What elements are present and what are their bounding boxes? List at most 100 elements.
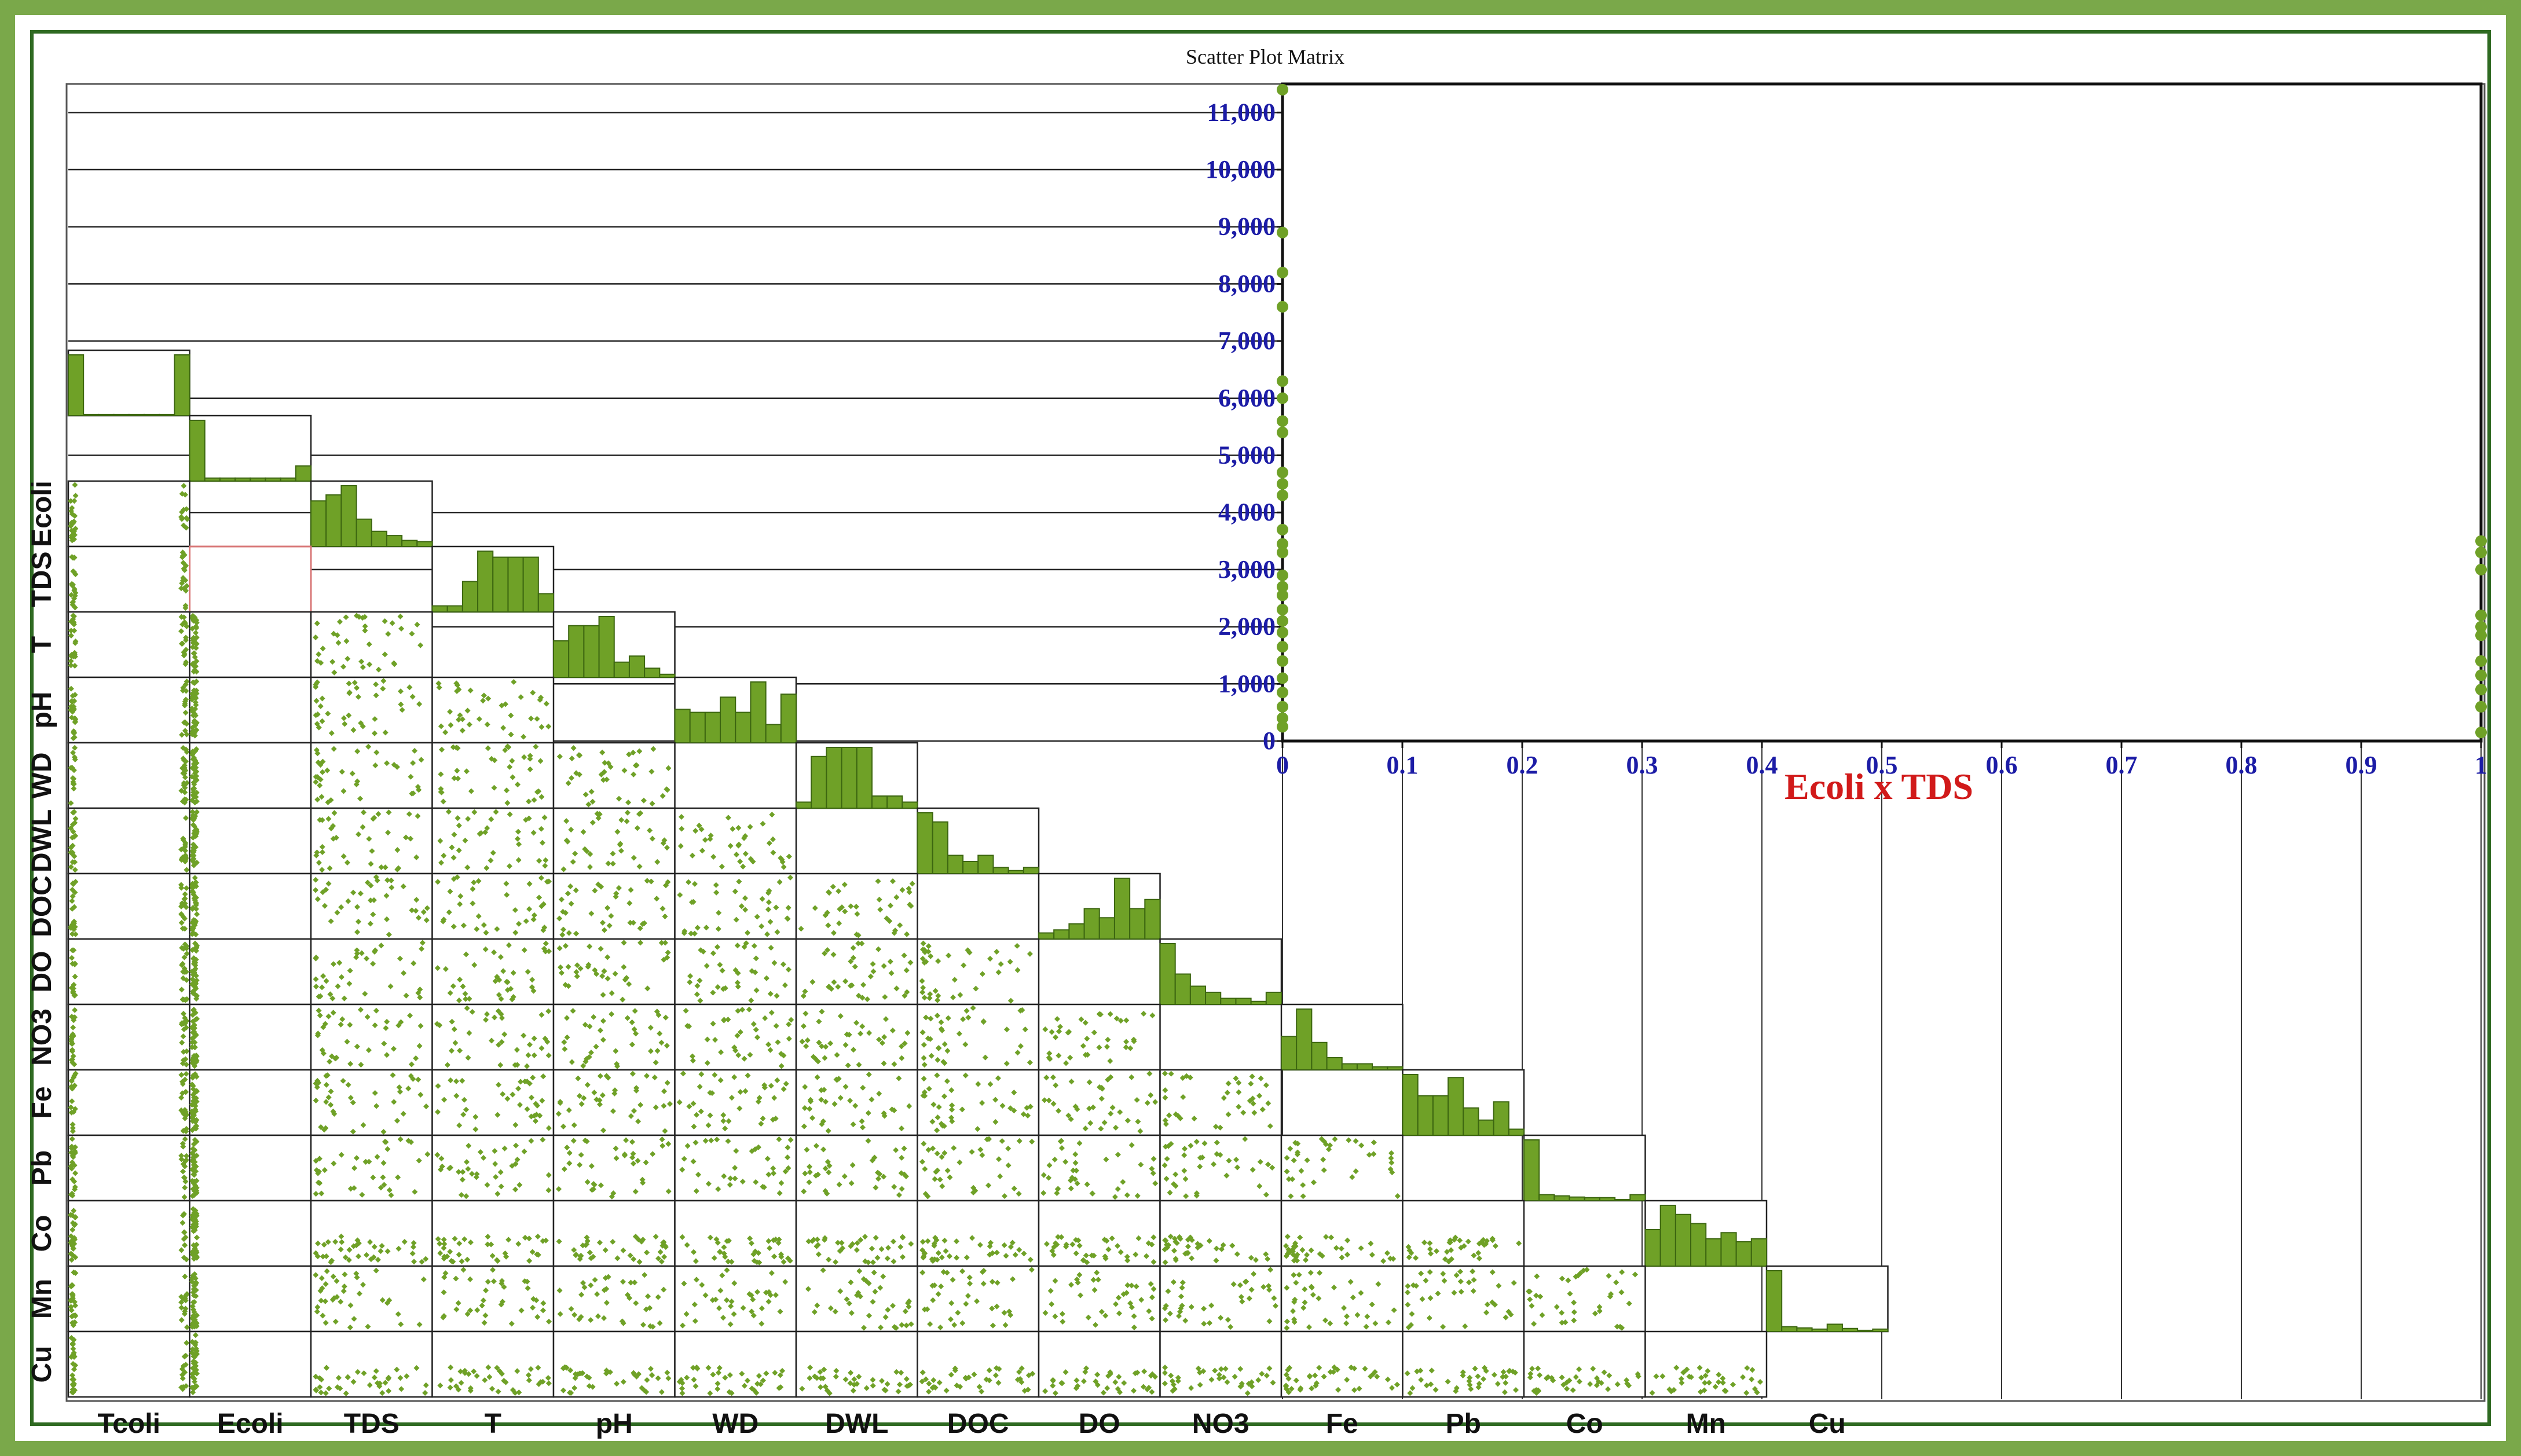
scatter-cell-tcoli-mn	[67, 1265, 190, 1333]
scatter-point	[867, 973, 874, 980]
scatter-point	[1266, 1286, 1273, 1293]
scatter-point	[691, 1301, 698, 1308]
scatter-point	[1476, 1241, 1482, 1247]
scatter-point	[396, 1084, 402, 1091]
scatter-point	[321, 1167, 328, 1173]
scatter-point	[455, 745, 461, 751]
scatter-point	[1149, 1389, 1155, 1395]
scatter-point	[408, 835, 414, 842]
scatter-point	[367, 920, 373, 927]
scatter-point	[529, 977, 536, 983]
scatter-point	[658, 1389, 665, 1395]
scatter-point	[1391, 1307, 1397, 1314]
scatter-cell-co-mn	[1523, 1265, 1646, 1333]
scatter-point	[1056, 1028, 1062, 1035]
scatter-point	[454, 688, 460, 694]
scatter-point	[718, 1049, 724, 1055]
scatter-point	[873, 1234, 879, 1241]
scatter-point	[775, 1240, 782, 1246]
scatter-point	[328, 918, 334, 925]
scatter-point	[68, 1307, 75, 1314]
scatter-cell-wd-mn	[674, 1265, 797, 1333]
scatter-point	[696, 823, 702, 829]
scatter-point	[417, 1023, 424, 1029]
scatter-point	[987, 1252, 993, 1258]
scatter-point	[679, 826, 685, 832]
scatter-point	[1584, 1267, 1590, 1273]
scatter-point	[771, 1253, 778, 1260]
scatter-point	[184, 977, 190, 983]
scatter-point	[72, 571, 79, 577]
scatter-point	[545, 1125, 552, 1131]
scatter-point	[815, 1058, 821, 1065]
scatter-point	[1427, 1240, 1433, 1246]
scatter-point	[1368, 1373, 1374, 1380]
scatter-point	[436, 684, 442, 691]
scatter-point	[453, 1092, 460, 1099]
scatter-point	[1137, 1128, 1144, 1134]
scatter-point	[1249, 1383, 1255, 1389]
scatter-point	[190, 821, 196, 828]
scatter-point	[820, 1118, 826, 1124]
scatter-point	[1302, 1299, 1308, 1305]
scatter-point	[182, 1305, 189, 1312]
scatter-point	[807, 1375, 813, 1381]
scatter-point	[1740, 1374, 1746, 1380]
scatter-point	[420, 909, 427, 915]
scatter-point	[1161, 1246, 1168, 1253]
scatter-point	[882, 1314, 889, 1321]
scatter-point	[180, 1048, 186, 1055]
scatter-point	[494, 1191, 501, 1197]
scatter-cell-tcoli-dwl	[67, 807, 190, 875]
scatter-point	[577, 966, 584, 972]
scatter-point	[1302, 1286, 1308, 1292]
scatter-point	[72, 1106, 78, 1112]
scatter-point	[415, 813, 421, 819]
scatter-point	[455, 1387, 461, 1393]
scatter-point	[437, 1241, 443, 1247]
scatter-point	[800, 993, 807, 999]
scatter-point	[527, 755, 533, 762]
scatter-point	[317, 782, 323, 788]
scatter-point	[783, 1081, 789, 1087]
scatter-point	[400, 883, 406, 890]
scatter-point	[319, 843, 325, 850]
scatter-point	[510, 1387, 516, 1393]
scatter-point	[939, 1027, 946, 1033]
scatter-point	[378, 864, 384, 870]
scatter-point	[1102, 1312, 1109, 1319]
scatter-point	[801, 1123, 807, 1129]
scatter-point	[494, 1257, 501, 1264]
scatter-point	[346, 1257, 352, 1263]
scatter-point	[182, 1020, 188, 1026]
scatter-point	[763, 1370, 770, 1377]
scatter-point	[452, 1040, 459, 1046]
scatter-point	[830, 883, 836, 890]
scatter-point	[1201, 1321, 1207, 1327]
scatter-point	[193, 790, 200, 796]
scatter-point	[822, 950, 828, 956]
scatter-point	[1146, 1384, 1152, 1391]
scatter-point	[632, 762, 639, 769]
scatter-point	[183, 563, 189, 569]
scatter-cell-dwl-co	[795, 1200, 918, 1267]
scatter-cell-dwl-cu	[795, 1330, 918, 1398]
scatter-point	[930, 1384, 937, 1390]
scatter-point	[313, 876, 319, 883]
scatter-point	[883, 1016, 889, 1022]
scatter-point	[414, 621, 420, 628]
scatter-point	[397, 1088, 403, 1095]
histogram-bar	[83, 413, 100, 417]
scatter-point	[530, 988, 537, 994]
scatter-point	[178, 1072, 185, 1078]
scatter-point	[539, 839, 545, 846]
scatter-point	[1227, 1324, 1234, 1330]
scatter-point	[494, 926, 500, 932]
scatter-point	[1564, 1385, 1570, 1392]
overlay-point	[1277, 712, 1288, 724]
scatter-point	[556, 915, 563, 922]
scatter-point	[1194, 1241, 1201, 1247]
scatter-cell-no3-mn	[1159, 1265, 1283, 1333]
scatter-point	[1146, 1308, 1152, 1314]
scatter-point	[409, 694, 416, 700]
